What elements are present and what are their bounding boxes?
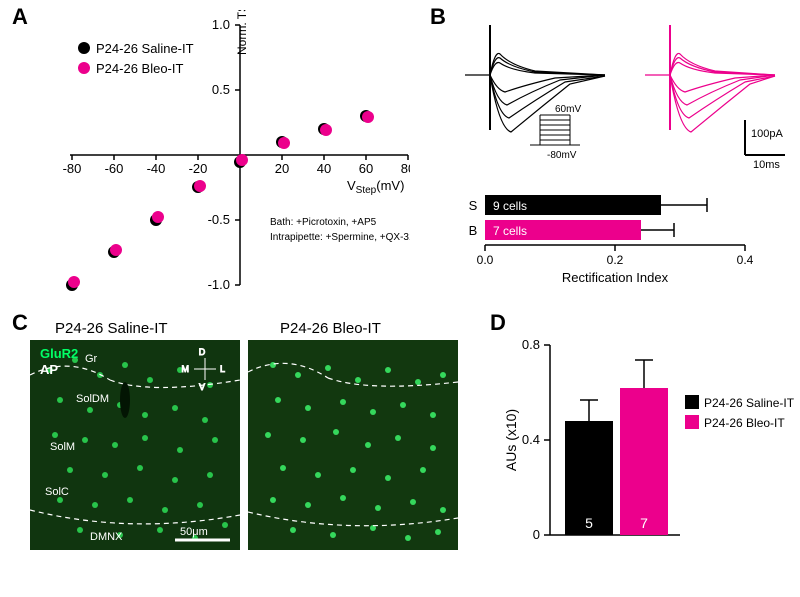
- scale-y: 100pA: [751, 128, 783, 140]
- svg-text:60: 60: [359, 161, 373, 176]
- bar-s-n: 9 cells: [493, 199, 527, 213]
- micrograph-saline: GluR2 AP Gr SolDM SolM SolC DMNX D V M L…: [30, 340, 240, 550]
- svg-text:M: M: [182, 364, 190, 374]
- svg-text:0.0: 0.0: [477, 253, 494, 267]
- svg-text:20: 20: [275, 161, 289, 176]
- svg-text:0.8: 0.8: [522, 337, 540, 352]
- svg-text:SolDM: SolDM: [76, 393, 109, 405]
- note-bath: Bath: +Picrotoxin, +AP5: [270, 217, 377, 228]
- bar-n-saline: 5: [585, 515, 593, 531]
- svg-text:80: 80: [401, 161, 410, 176]
- svg-text:DMNX: DMNX: [90, 531, 123, 543]
- panel-c-title1: P24-26 Saline-IT: [55, 320, 168, 337]
- svg-text:V: V: [199, 382, 205, 392]
- svg-text:VStep(mV): VStep(mV): [347, 178, 404, 196]
- legend-saline: P24-26 Saline-IT: [96, 41, 194, 56]
- panel-a-ylabel: Norm. TS-eEPSC: [235, 10, 249, 55]
- panel-d-chart: 0 0.4 0.8 AUs (x10) 5 7 P24-26 Saline-IT…: [500, 320, 800, 580]
- panel-a-chart: 1.0 0.5 -0.5 -1.0 -80 -60 -40 -20 20 40 …: [30, 10, 410, 300]
- ap-label: AP: [40, 362, 58, 377]
- note-pipette: Intrapipette: +Spermine, +QX-314: [270, 232, 410, 243]
- svg-text:D: D: [199, 347, 206, 357]
- svg-text:0.5: 0.5: [212, 82, 230, 97]
- micrograph-bleo: [248, 340, 458, 550]
- stim-top: 60mV: [555, 104, 581, 115]
- svg-text:SolM: SolM: [50, 441, 75, 453]
- panel-b-bars: S 9 cells B 7 cells 0.0 0.2 0.4 Rectific…: [455, 190, 795, 295]
- scale-x: 10ms: [753, 159, 780, 171]
- svg-text:0: 0: [533, 527, 540, 542]
- svg-text:0.4: 0.4: [737, 253, 754, 267]
- legend-bleo: P24-26 Bleo-IT: [96, 61, 183, 76]
- glur2-label: GluR2: [40, 346, 78, 361]
- svg-text:-1.0: -1.0: [208, 277, 230, 292]
- svg-text:1.0: 1.0: [212, 17, 230, 32]
- svg-text:L: L: [220, 364, 225, 374]
- svg-text:0.4: 0.4: [522, 432, 540, 447]
- panel-c-label: C: [12, 310, 28, 336]
- panel-b-label: B: [430, 4, 446, 30]
- stim-bottom: -80mV: [547, 150, 577, 161]
- bar-s-label: S: [469, 198, 478, 213]
- panel-c-title2: P24-26 Bleo-IT: [280, 320, 381, 337]
- svg-text:40: 40: [317, 161, 331, 176]
- svg-text:-40: -40: [147, 161, 166, 176]
- bar-b-label: B: [469, 223, 478, 238]
- rect-index-label: Rectification Index: [562, 270, 669, 285]
- legend-d-bleo: P24-26 Bleo-IT: [704, 416, 785, 430]
- scalebar: 50μm: [180, 526, 208, 538]
- panel-d-ylabel: AUs (x10): [503, 409, 519, 471]
- svg-text:Gr: Gr: [85, 353, 98, 365]
- svg-text:-0.5: -0.5: [208, 212, 230, 227]
- panel-b-traces: 60mV -80mV 100pA 10ms: [455, 15, 795, 185]
- svg-text:-60: -60: [105, 161, 124, 176]
- legend-d-saline: P24-26 Saline-IT: [704, 396, 795, 410]
- svg-text:-20: -20: [189, 161, 208, 176]
- svg-text:-80: -80: [63, 161, 82, 176]
- bar-b-n: 7 cells: [493, 224, 527, 238]
- panel-a-label: A: [12, 4, 28, 30]
- svg-text:SolC: SolC: [45, 486, 69, 498]
- bar-n-bleo: 7: [640, 515, 648, 531]
- svg-text:0.2: 0.2: [607, 253, 624, 267]
